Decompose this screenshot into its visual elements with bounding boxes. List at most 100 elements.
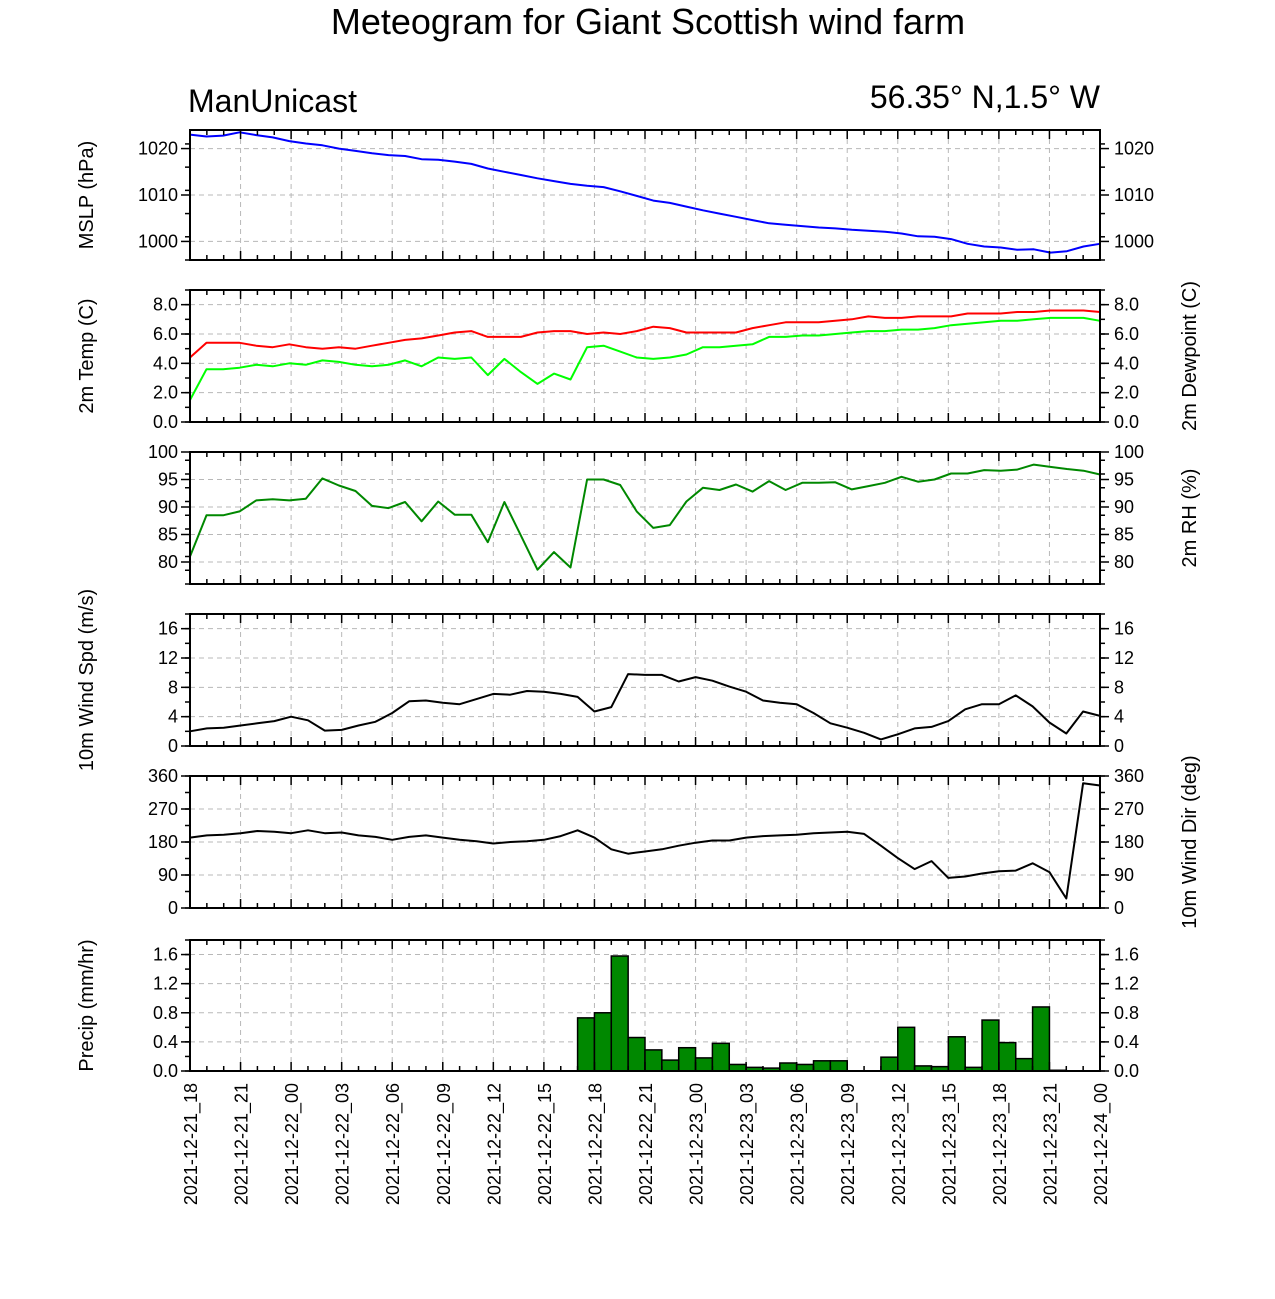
y-tick-label-left: 8.0 xyxy=(153,295,178,315)
x-tick-label: 2021-12-23_09 xyxy=(838,1083,859,1205)
series-line-wind_direction-0 xyxy=(189,782,1101,900)
y-tick-label-left: 2.0 xyxy=(153,383,178,403)
chart-left-subtitle: ManUnicast xyxy=(188,83,357,119)
y-tick-label-left: 4 xyxy=(168,707,178,727)
panel-mslp: 1000 1000 1010 1010 1020 1020 MSLP (hPa) xyxy=(76,129,1154,261)
panel-temperature: 0.0 0.0 2.0 2.0 4.0 4.0 6.0 6.0 8.0 8.0 2m Temp (C… xyxy=(76,281,1201,432)
y-axis-label-right: 10m Wind Dir (deg) xyxy=(1179,755,1201,928)
precip-bar xyxy=(711,1042,731,1072)
precip-bar xyxy=(677,1046,697,1072)
y-tick-label-right: 80 xyxy=(1114,552,1134,572)
y-tick-label-left: 6.0 xyxy=(153,324,178,344)
y-tick-label-right: 360 xyxy=(1114,766,1144,786)
y-tick-label-left: 0.4 xyxy=(153,1032,178,1052)
series-line-rh-0 xyxy=(189,463,1101,571)
precip-bar xyxy=(576,1017,596,1072)
y-tick-label-left: 0.0 xyxy=(153,1061,178,1081)
y-tick-label-left: 80 xyxy=(158,552,178,572)
y-tick-label-right: 0.8 xyxy=(1114,1003,1139,1023)
y-tick-label-right: 1.6 xyxy=(1114,945,1139,965)
y-tick-label-left: 100 xyxy=(148,442,178,462)
y-tick-label-left: 180 xyxy=(148,832,178,852)
x-tick-label: 2021-12-24_00 xyxy=(1091,1083,1112,1205)
x-tick-label: 2021-12-23_00 xyxy=(687,1083,708,1205)
y-tick-label-right: 100 xyxy=(1114,442,1144,462)
y-tick-label-right: 0.4 xyxy=(1114,1032,1139,1052)
x-tick-label: 2021-12-23_18 xyxy=(990,1083,1011,1205)
y-tick-label-left: 95 xyxy=(158,470,178,490)
panel-wind_direction: 0 0 90 90 180 180 270 270 360 360 10m Wind Dir (de… xyxy=(148,755,1201,928)
x-tick-label: 2021-12-23_12 xyxy=(889,1083,910,1205)
series-line-temperature-0 xyxy=(189,309,1101,359)
precip-bar xyxy=(610,955,629,1072)
y-tick-label-right: 2.0 xyxy=(1114,383,1139,403)
y-tick-label-left: 8 xyxy=(168,677,178,697)
x-tick-label: 2021-12-21_18 xyxy=(181,1083,202,1205)
y-tick-label-right: 4.0 xyxy=(1114,353,1139,373)
y-axis-label-left: 2m Temp (C) xyxy=(76,298,98,413)
x-tick-label: 2021-12-22_15 xyxy=(535,1083,556,1205)
y-tick-label-right: 12 xyxy=(1114,648,1134,668)
y-tick-label-right: 16 xyxy=(1114,619,1134,639)
precip-bar xyxy=(880,1056,899,1072)
precip-bar xyxy=(897,1026,916,1072)
y-tick-label-left: 12 xyxy=(158,648,178,668)
panel-rh: 80 80 85 85 90 90 95 95 100 100 2m RH (%) xyxy=(148,442,1201,585)
x-tick-label: 2021-12-22_21 xyxy=(636,1083,657,1205)
y-tick-label-left: 1010 xyxy=(138,185,178,205)
precip-bar xyxy=(998,1041,1017,1072)
precip-bar xyxy=(627,1036,646,1072)
y-tick-label-left: 0 xyxy=(168,736,178,756)
series-line-temperature-1 xyxy=(189,316,1101,401)
precip-bar xyxy=(593,1012,613,1072)
precip-bar xyxy=(947,1036,966,1072)
x-tick-label: 2021-12-23_21 xyxy=(1040,1083,1061,1205)
y-tick-label-right: 4 xyxy=(1114,707,1124,727)
chart-right-subtitle: 56.35° N,1.5° W xyxy=(870,79,1101,115)
y-axis-label-right: 2m RH (%) xyxy=(1179,469,1201,568)
y-axis-label-left: 10m Wind Spd (m/s) xyxy=(76,589,98,771)
y-tick-label-right: 1.2 xyxy=(1114,974,1139,994)
y-tick-label-right: 0.0 xyxy=(1114,1061,1139,1081)
y-axis-label-right: 2m Dewpoint (C) xyxy=(1179,281,1201,431)
precip-bar xyxy=(779,1062,798,1072)
precip-bar xyxy=(1014,1057,1034,1072)
y-axis-label-left: Precip (mm/hr) xyxy=(76,939,98,1071)
series-line-mslp-0 xyxy=(189,131,1101,254)
x-tick-label: 2021-12-21_21 xyxy=(232,1083,253,1205)
x-tick-label: 2021-12-22_00 xyxy=(282,1083,303,1205)
precip-bar xyxy=(644,1049,663,1072)
y-tick-label-right: 90 xyxy=(1114,865,1134,885)
series-line-wind_speed-0 xyxy=(189,673,1101,741)
y-tick-label-right: 0.0 xyxy=(1114,412,1139,432)
y-axis-label-left: MSLP (hPa) xyxy=(76,141,98,250)
y-tick-label-right: 180 xyxy=(1114,832,1144,852)
x-tick-label: 2021-12-22_09 xyxy=(434,1083,455,1205)
x-tick-label: 2021-12-23_15 xyxy=(939,1083,960,1205)
y-tick-label-left: 16 xyxy=(158,619,178,639)
y-tick-label-left: 0.8 xyxy=(153,1003,178,1023)
x-tick-label: 2021-12-23_06 xyxy=(788,1083,809,1205)
x-tick-label: 2021-12-22_12 xyxy=(484,1083,505,1205)
y-tick-label-left: 1000 xyxy=(138,231,178,251)
precip-bar xyxy=(661,1059,680,1072)
y-tick-label-right: 0 xyxy=(1114,736,1124,756)
y-tick-label-right: 8.0 xyxy=(1114,295,1139,315)
chart-title: Meteogram for Giant Scottish wind farm xyxy=(331,1,965,42)
precip-bar xyxy=(812,1060,832,1072)
y-tick-label-left: 4.0 xyxy=(153,353,178,373)
y-tick-label-right: 270 xyxy=(1114,799,1144,819)
y-tick-label-left: 1.2 xyxy=(153,974,178,994)
y-tick-label-right: 8 xyxy=(1114,677,1124,697)
y-tick-label-left: 0.0 xyxy=(153,412,178,432)
precip-bar xyxy=(1031,1006,1051,1072)
y-tick-label-right: 95 xyxy=(1114,470,1134,490)
precip-bar xyxy=(829,1060,848,1072)
y-tick-label-left: 360 xyxy=(148,766,178,786)
precip-bar xyxy=(694,1057,714,1072)
x-tick-label: 2021-12-23_03 xyxy=(737,1083,758,1205)
y-tick-label-left: 1.6 xyxy=(153,945,178,965)
y-tick-label-right: 0 xyxy=(1114,898,1124,918)
